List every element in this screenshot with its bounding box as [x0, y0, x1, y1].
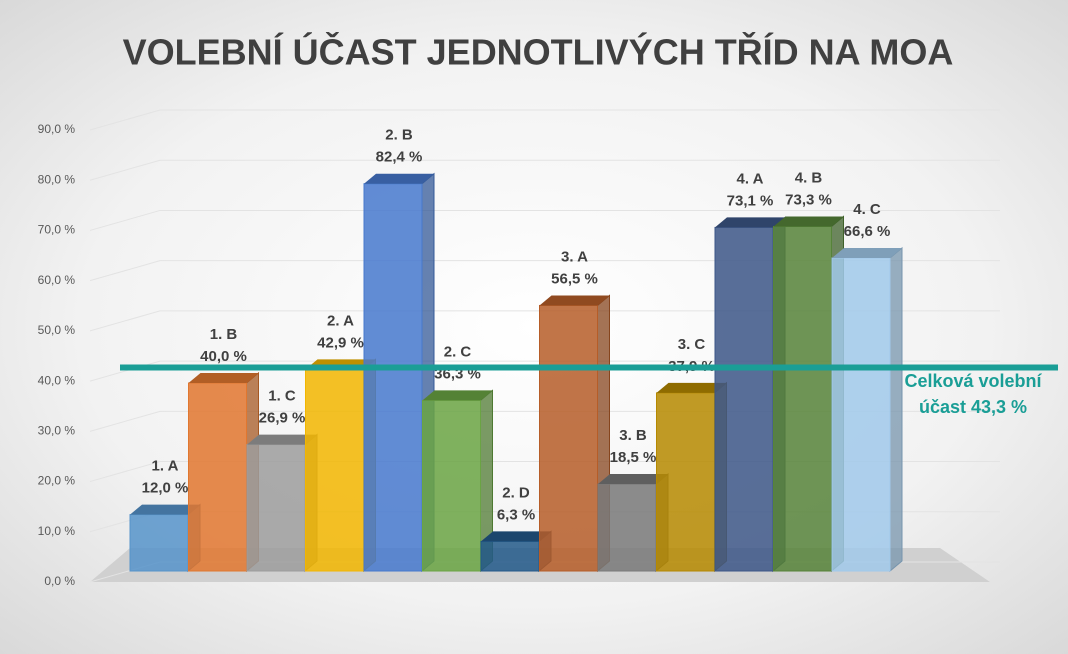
bar-top	[773, 216, 844, 227]
data-label: 42,9 %	[317, 334, 364, 351]
y-tick-label: 0,0 %	[44, 574, 75, 588]
category-label: 2. C	[444, 343, 472, 360]
bar-top	[422, 390, 493, 401]
bar-top	[539, 295, 610, 306]
reference-label: Celková volební účast 43,3 %	[904, 371, 1042, 417]
category-label: 2. D	[502, 484, 530, 501]
data-label: 82,4 %	[376, 149, 423, 166]
y-tick-label: 30,0 %	[38, 424, 76, 438]
y-tick-label: 70,0 %	[38, 223, 76, 237]
grid-line	[89, 159, 1000, 181]
bar-top	[247, 434, 317, 445]
category-label: 3. A	[561, 248, 588, 265]
bar	[480, 540, 540, 572]
bar	[305, 368, 364, 572]
category-label: 1. A	[152, 458, 179, 475]
category-label: 1. C	[268, 388, 296, 405]
data-label: 12,0 %	[142, 480, 189, 497]
y-tick-label: 60,0 %	[38, 273, 76, 287]
bar	[714, 226, 774, 572]
bar-top	[130, 504, 200, 515]
bar	[363, 183, 423, 572]
bar	[188, 382, 247, 572]
category-label: 3. C	[678, 336, 706, 353]
bar-top	[188, 373, 259, 383]
bar-top	[598, 474, 668, 485]
category-label: 3. B	[619, 427, 647, 444]
bar-top	[364, 173, 434, 184]
bar	[539, 304, 598, 572]
bar-top	[832, 247, 902, 258]
bar-top	[715, 217, 785, 228]
grid-line	[89, 109, 1000, 131]
y-tick-label: 40,0 %	[38, 373, 76, 387]
bar	[246, 444, 306, 572]
bar	[422, 399, 481, 572]
grid-line	[89, 209, 1000, 231]
data-label: 56,5 %	[551, 270, 598, 287]
category-label: 2. B	[385, 127, 413, 144]
bar	[129, 514, 189, 572]
bar	[773, 225, 832, 572]
y-tick-label: 50,0 %	[38, 323, 76, 337]
category-label: 4. B	[795, 169, 823, 186]
data-label: 26,9 %	[259, 410, 306, 427]
y-tick-label: 20,0 %	[38, 474, 76, 488]
bar	[656, 392, 715, 572]
y-tick-label: 10,0 %	[38, 524, 76, 538]
y-tick-label: 90,0 %	[38, 122, 76, 136]
data-label: 73,3 %	[785, 191, 832, 208]
category-label: 4. A	[737, 170, 764, 187]
category-label: 4. C	[853, 201, 881, 218]
data-label: 18,5 %	[610, 449, 657, 466]
category-label: 1. B	[210, 326, 238, 343]
data-label: 66,6 %	[844, 223, 891, 240]
bar	[597, 483, 657, 572]
data-label: 6,3 %	[497, 506, 535, 523]
category-label: 2. A	[327, 312, 354, 329]
bar	[831, 257, 891, 572]
chart-title: VOLEBNÍ ÚČAST JEDNOTLIVÝCH TŘÍD NA MOA	[123, 31, 954, 73]
data-label: 40,0 %	[200, 348, 247, 365]
data-label: 73,1 %	[727, 192, 774, 209]
bar-top	[481, 531, 551, 542]
y-tick-label: 80,0 %	[38, 172, 76, 186]
bar-top	[656, 382, 727, 393]
